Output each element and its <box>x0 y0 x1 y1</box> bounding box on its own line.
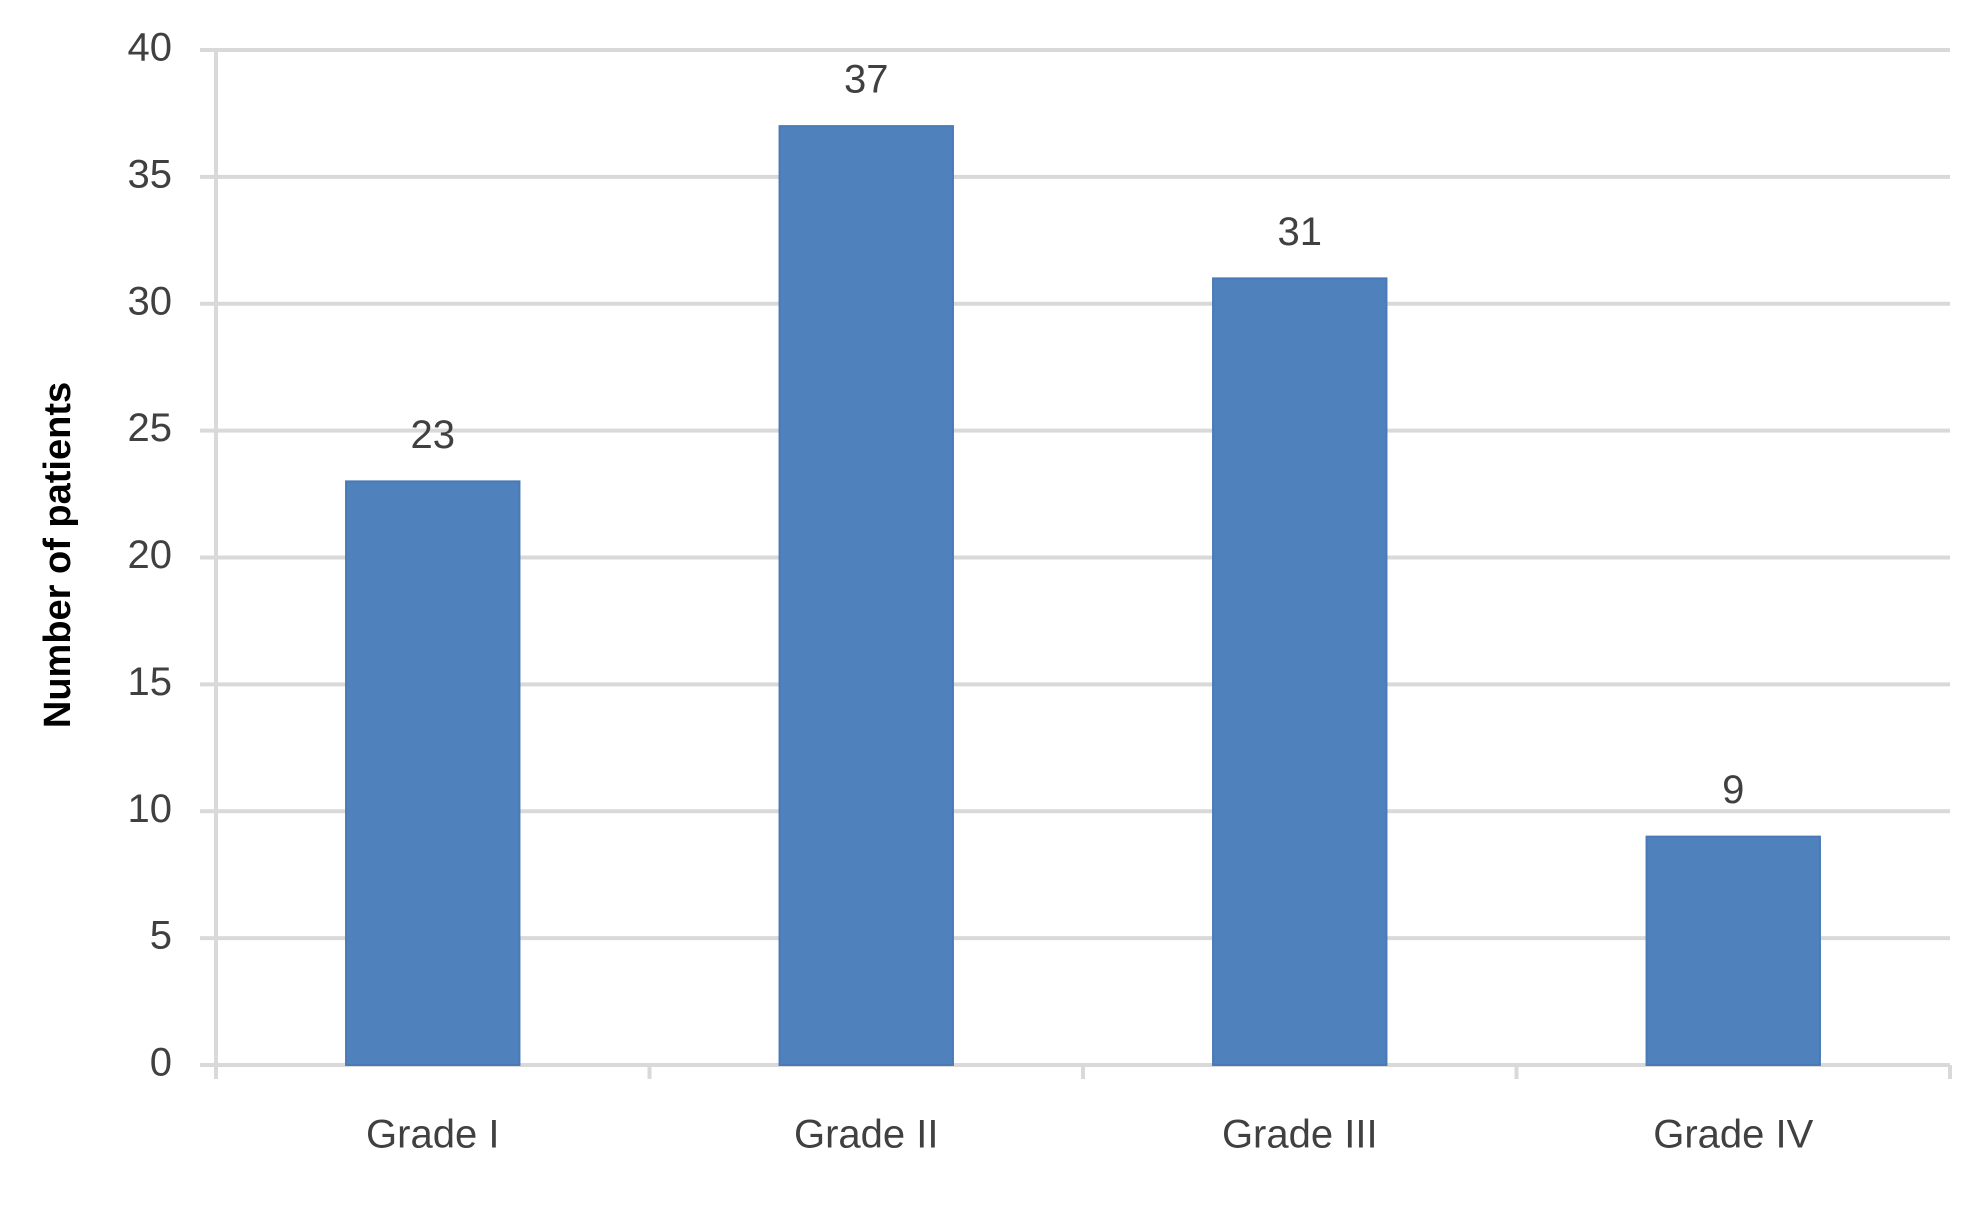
data-label: 37 <box>844 58 889 102</box>
y-tick-label: 30 <box>128 279 173 323</box>
bar <box>345 480 521 1066</box>
x-tick-label: Grade III <box>1222 1113 1378 1157</box>
y-tick-label: 10 <box>128 787 173 831</box>
data-label: 9 <box>1722 768 1744 812</box>
y-tick-label: 15 <box>128 660 173 704</box>
y-tick-label: 5 <box>150 914 172 958</box>
x-tick-label: Grade IV <box>1653 1113 1813 1157</box>
y-tick-label: 40 <box>128 26 173 70</box>
bar <box>778 125 954 1066</box>
data-label: 23 <box>411 413 456 457</box>
bar <box>1212 277 1388 1066</box>
x-tick-label: Grade I <box>366 1113 499 1157</box>
y-tick-label: 25 <box>128 406 173 450</box>
bar <box>1645 835 1821 1066</box>
y-tick-label: 0 <box>150 1041 172 1085</box>
y-axis-title: Number of patients <box>37 382 79 728</box>
x-tick-label: Grade II <box>794 1113 939 1157</box>
data-label: 31 <box>1278 210 1323 254</box>
y-tick-label: 35 <box>128 152 173 196</box>
y-tick-label: 20 <box>128 533 173 577</box>
